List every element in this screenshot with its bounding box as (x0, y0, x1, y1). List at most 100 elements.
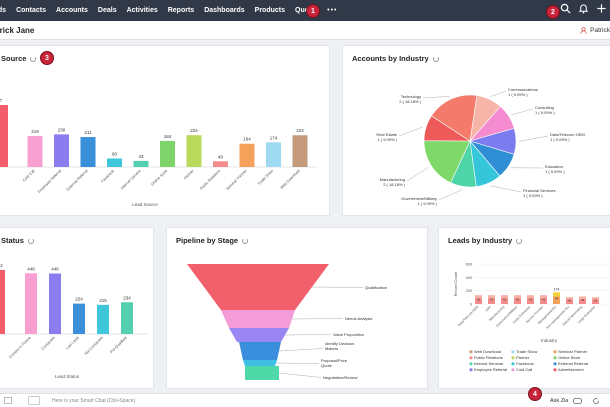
slice-label: Manufacturing (380, 177, 405, 182)
x-tick-label: Not Contacted (84, 336, 104, 356)
panel-title-pipeline-by-stage: Pipeline by Stage (176, 236, 249, 245)
bar-value-label: 43 (138, 154, 144, 159)
x-tick-label: ERP (485, 305, 492, 312)
bar-segment (540, 295, 547, 304)
contacts-icon[interactable] (28, 396, 40, 405)
legend-label: Seminar Partner (558, 349, 588, 354)
legend-swatch (553, 362, 557, 366)
bar-value-label: 472 (0, 263, 3, 268)
pipeline-funnel-chart: Qualification Needs Analysis Value Proposi… (187, 264, 387, 380)
search-icon[interactable] (560, 3, 571, 14)
owner-label: Patrick (590, 27, 610, 34)
funnel-stage (243, 360, 277, 366)
refresh-icon[interactable] (30, 55, 37, 62)
lead-source-chart: 437 219 Cold Call 230 Employee Referral 211 Ex… (0, 98, 317, 207)
bar (213, 161, 228, 167)
leader-line (406, 167, 429, 182)
bar-value-label: 234 (123, 295, 131, 300)
nav-tab-deals[interactable]: Deals (97, 7, 117, 14)
y-tick-label: 200 (466, 289, 472, 293)
bar (73, 303, 85, 334)
leader-line (438, 189, 463, 201)
refresh-icon[interactable] (242, 237, 249, 244)
x-tick-label: Trade Show (257, 169, 274, 186)
bar-segment (566, 297, 573, 300)
nav-tab-ads[interactable]: ads (0, 7, 7, 14)
nav-items: ads Contacts Accounts Deals Activities Report… (0, 7, 329, 14)
legend-label: Web Download (474, 349, 501, 354)
refresh-icon[interactable] (516, 237, 523, 244)
legend-label: Advertisement (558, 367, 584, 372)
bar (133, 160, 149, 167)
x-tick-label: Employee Referral (37, 169, 62, 194)
nav-tab-dashboards[interactable]: Dashboards (204, 7, 245, 14)
bar (54, 134, 69, 167)
legend-label: Trade Show (516, 349, 538, 354)
bar-value-label: 42 (542, 298, 546, 302)
refresh-icon[interactable] (432, 55, 439, 62)
bar-value-label: 42 (594, 298, 598, 302)
x-tick-label: External Referral (66, 169, 89, 192)
chat-icon[interactable] (4, 397, 12, 404)
y-tick-label: 400 (466, 276, 472, 280)
x-tick-label: Online Store (150, 169, 168, 187)
legend-label: Facebook (516, 361, 534, 366)
slice-label: Data/Telecom OEM (550, 132, 585, 137)
refresh-icon[interactable] (592, 397, 600, 405)
bar-value-label: 164 (243, 137, 251, 142)
nav-tab-activities[interactable]: Activities (126, 7, 158, 14)
nav-tab-accounts[interactable]: Accounts (56, 7, 88, 14)
bottom-bar: Here is your Smart Chat (Ctrl+Space) Ask… (0, 393, 610, 407)
legend-swatch (469, 368, 473, 372)
bar-value-label: 174 (554, 287, 560, 291)
bar-value-label: 42 (529, 298, 533, 302)
funnel-stage (229, 328, 289, 342)
bar-segment (553, 292, 560, 304)
x-axis-label: Lead Status (55, 374, 80, 379)
bar-segment (566, 297, 573, 304)
legend-swatch (511, 362, 515, 366)
dashboard-header: trick Jane Patrick (0, 21, 610, 40)
legend-swatch (469, 362, 473, 366)
annotation-badge-1: 1 (306, 4, 320, 18)
x-tick-label: Internet Service (120, 169, 142, 191)
slice-label: Education (545, 164, 563, 169)
bar-segment (501, 295, 508, 304)
x-axis-label: Lead Source (132, 202, 158, 207)
panel-pipeline-by-stage: Pipeline by Stage Qualification Needs Ana… (166, 227, 428, 389)
bar-value-label: 224 (190, 128, 198, 133)
ask-zia-button[interactable]: Ask Zia (550, 398, 569, 404)
bar (292, 135, 308, 167)
bell-icon[interactable] (578, 3, 589, 14)
legend-label: External Referral (558, 361, 588, 366)
bar-segment (527, 295, 534, 299)
slice-label: Communications (508, 87, 538, 92)
add-icon[interactable] (596, 3, 607, 14)
funnel-stage (187, 264, 329, 310)
funnel-stage (245, 366, 279, 380)
gamepad-icon[interactable] (573, 397, 582, 405)
panel-title-lead-status: Status (1, 236, 34, 245)
bar (97, 304, 109, 334)
nav-tab-products[interactable]: Products (254, 7, 285, 14)
stage-label: Needs Analysis (345, 316, 372, 321)
leader-line (284, 334, 332, 336)
nav-tab-contacts[interactable]: Contacts (16, 7, 47, 14)
x-tick-label: Data/Telecom OEM (457, 305, 480, 328)
panel-title-lead-source: Source (1, 54, 37, 63)
bar-value-label: 219 (31, 129, 39, 134)
slice-value-label: 1 ( 9.09% ) (523, 193, 543, 198)
slice-value-label: 1 ( 9.09% ) (545, 169, 565, 174)
smart-chat-input[interactable]: Here is your Smart Chat (Ctrl+Space) (52, 398, 136, 404)
refresh-icon[interactable] (27, 237, 34, 244)
nav-tab-reports[interactable]: Reports (167, 7, 195, 14)
leader-line (398, 126, 424, 137)
slice-value-label: 1 ( 9.09% ) (535, 110, 555, 115)
bar-segment (592, 297, 599, 300)
dashboard-owner-selector[interactable]: Patrick (580, 27, 610, 34)
more-menu-button[interactable]: ••• (327, 7, 338, 14)
leader-line (518, 135, 549, 142)
leads-by-industry-chart: 600 400 200 0 Record Count 42 Data/Telecom OEM… (453, 263, 610, 372)
bar (0, 105, 8, 167)
bar-segment (592, 297, 599, 304)
